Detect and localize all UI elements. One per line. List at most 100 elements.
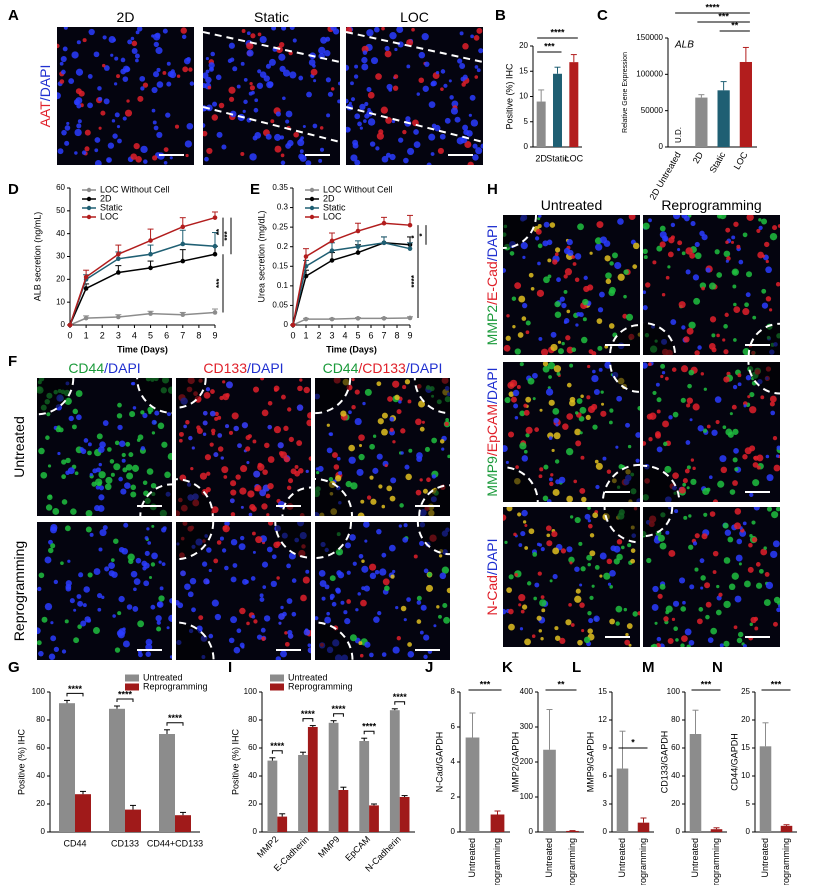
y-tick-label: 15 — [598, 687, 607, 696]
cell — [265, 493, 271, 499]
cell — [535, 228, 542, 235]
cell — [672, 472, 679, 480]
bar — [75, 794, 91, 832]
cell — [702, 428, 708, 433]
cell — [337, 571, 345, 579]
cell — [122, 116, 127, 121]
cell — [264, 442, 270, 449]
cell — [308, 59, 316, 66]
cell — [61, 649, 67, 654]
cell — [332, 452, 338, 459]
cell — [326, 423, 330, 427]
cell — [45, 435, 50, 440]
cell — [597, 307, 604, 313]
legend-marker — [86, 214, 92, 220]
cell — [656, 446, 663, 453]
cell — [161, 527, 167, 533]
significance-bracket — [66, 692, 84, 697]
cell — [167, 452, 172, 461]
bar — [536, 101, 546, 147]
cell — [513, 403, 519, 409]
cell — [360, 499, 365, 504]
cell — [121, 458, 126, 463]
cell — [75, 390, 83, 397]
cell — [755, 562, 761, 567]
cell — [270, 119, 275, 124]
cell — [376, 132, 384, 140]
cell — [470, 34, 474, 39]
cell — [690, 478, 697, 485]
marker — [290, 322, 296, 328]
cell — [225, 393, 230, 398]
x-tick-label: 9 — [212, 330, 217, 340]
cell — [69, 598, 75, 604]
cell — [519, 442, 527, 450]
marker — [212, 215, 218, 220]
cell — [307, 412, 311, 419]
cell — [715, 609, 722, 616]
cell — [133, 578, 141, 585]
cell — [400, 605, 407, 612]
cell — [519, 627, 524, 631]
cell — [131, 40, 138, 47]
cell — [128, 558, 134, 565]
cell — [57, 43, 60, 49]
cell — [390, 477, 397, 484]
y-tick-label: 3 — [603, 799, 608, 808]
cell — [528, 272, 534, 278]
label-part: /EpCAM — [484, 404, 500, 456]
cell — [652, 390, 657, 396]
cell — [168, 614, 172, 622]
cell — [549, 481, 554, 487]
cell — [540, 547, 545, 552]
cell — [98, 471, 106, 479]
cell — [50, 543, 56, 549]
dashed-boundary — [176, 621, 215, 660]
cell — [552, 407, 560, 415]
cell — [707, 637, 714, 643]
line — [69, 216, 216, 326]
cell — [549, 579, 553, 583]
cell — [427, 572, 432, 577]
cell — [65, 457, 71, 464]
marker — [329, 258, 335, 263]
cell — [298, 468, 304, 474]
cell — [333, 464, 340, 470]
cell — [714, 396, 722, 403]
cell — [712, 550, 719, 557]
cell — [282, 96, 286, 101]
cell — [523, 409, 530, 416]
dashed-boundary — [274, 522, 311, 559]
cell — [236, 84, 241, 89]
cell — [357, 121, 362, 127]
cell — [632, 611, 639, 617]
cell — [571, 347, 577, 353]
cell — [280, 160, 286, 165]
cell — [505, 460, 509, 464]
x-tick-label: 2D Untreated — [647, 150, 682, 201]
cell — [241, 29, 246, 33]
cell — [253, 470, 261, 478]
marker — [116, 270, 121, 275]
cell — [403, 523, 408, 528]
y-tick-label: 60 — [36, 743, 45, 752]
cell — [507, 381, 515, 390]
cell — [254, 484, 262, 492]
cell — [582, 298, 589, 306]
cell — [521, 316, 527, 321]
legend-marker — [86, 196, 92, 202]
cell — [689, 252, 696, 259]
cell — [369, 141, 376, 147]
cell — [130, 570, 138, 578]
x-tick-label: Reprogramming — [781, 838, 791, 885]
marker — [329, 248, 335, 253]
cell — [150, 482, 157, 489]
cell — [442, 602, 448, 609]
cell — [64, 397, 72, 405]
cell — [395, 606, 399, 610]
cell — [733, 221, 739, 227]
dashed-boundary — [747, 322, 780, 355]
cell — [331, 601, 337, 607]
cell — [756, 465, 761, 470]
cell — [662, 235, 669, 242]
